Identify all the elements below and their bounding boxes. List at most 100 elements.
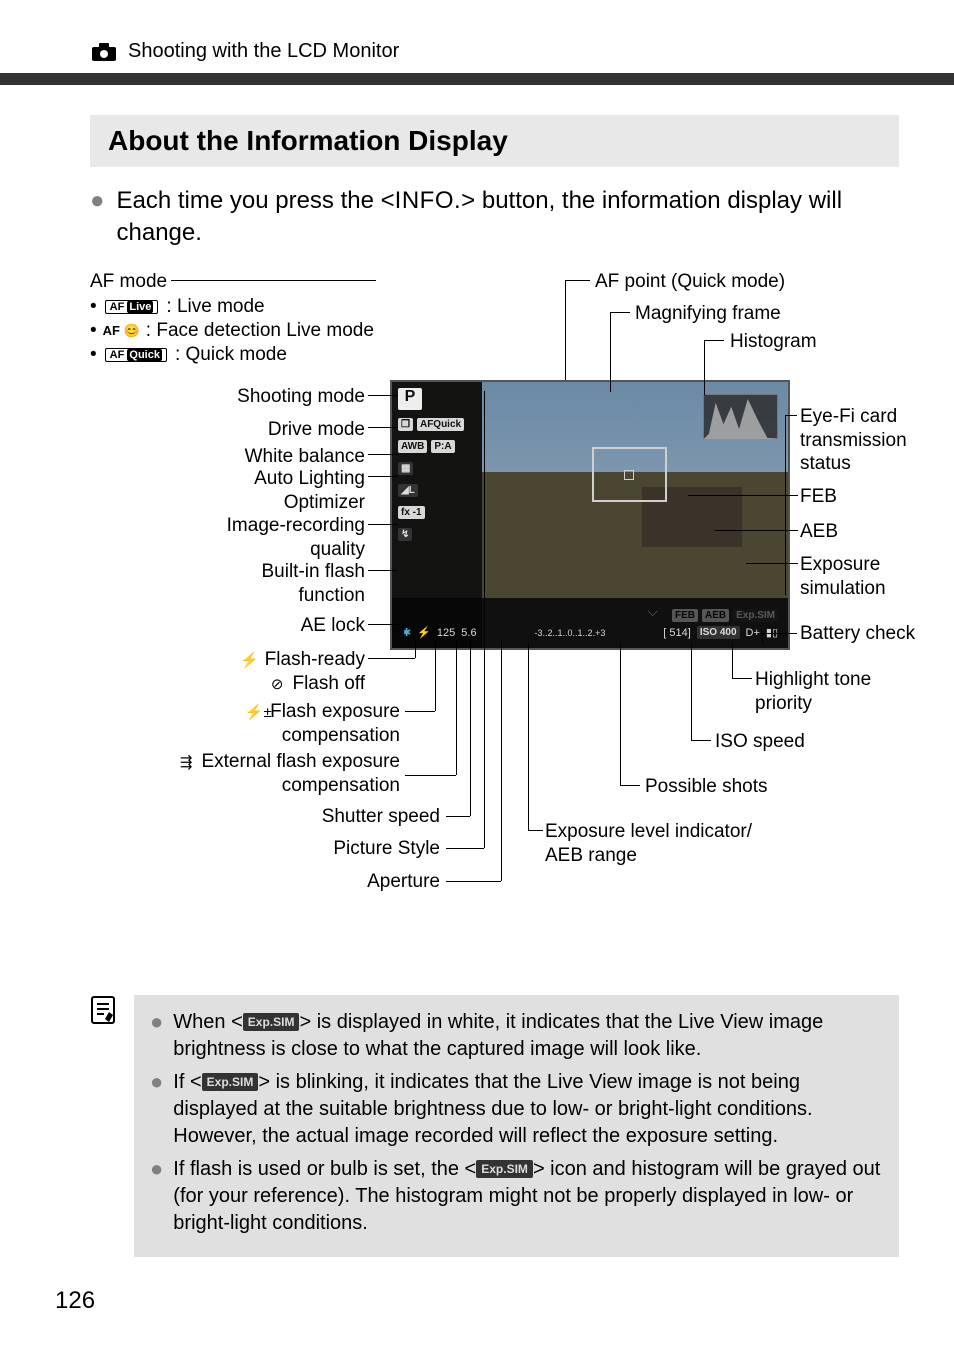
ae-lock-label: AE lock bbox=[90, 614, 365, 638]
leader-line bbox=[368, 427, 398, 428]
leader-line bbox=[368, 624, 403, 625]
notes-body: ● When <Exp.SIM> is displayed in white, … bbox=[134, 995, 899, 1257]
flash-ready-bolt: ⚡ bbox=[417, 626, 431, 639]
flash-off-icon: ⊘ bbox=[267, 676, 287, 695]
leader-line bbox=[456, 640, 457, 775]
af-mode-heading: AF mode bbox=[90, 270, 167, 294]
notes-icon bbox=[90, 995, 116, 1257]
leader-line bbox=[368, 395, 398, 396]
leader-line bbox=[565, 280, 566, 380]
shooting-mode-label: Shooting mode bbox=[90, 385, 365, 409]
note-text-3: If flash is used or bulb is set, the <Ex… bbox=[173, 1156, 883, 1237]
white-balance-label: White balance bbox=[90, 445, 365, 469]
aeb-label: AEB bbox=[800, 520, 838, 544]
leader-line bbox=[528, 830, 543, 831]
afquick-chip: AFQuick bbox=[417, 418, 464, 431]
aperture-val: 5.6 bbox=[461, 627, 476, 639]
dplus-val: D+ bbox=[746, 627, 760, 639]
alo-label: Auto LightingOptimizer bbox=[90, 467, 365, 515]
leader-line bbox=[715, 530, 798, 531]
af-point-box bbox=[624, 470, 634, 480]
expsim-icon: Exp.SIM bbox=[476, 1160, 533, 1178]
leader-line bbox=[368, 570, 398, 571]
leader-line bbox=[501, 640, 502, 881]
leader-line bbox=[470, 640, 471, 816]
note-text-1: When <Exp.SIM> is displayed in white, it… bbox=[173, 1009, 883, 1063]
highlight-label: Highlight tonepriority bbox=[755, 668, 871, 716]
af-mode-item: •AF Quick: Quick mode bbox=[90, 344, 374, 366]
bullet-icon: ● bbox=[150, 1069, 163, 1150]
histogram-label: Histogram bbox=[730, 330, 817, 354]
mag-frame-label: Magnifying frame bbox=[635, 302, 781, 326]
af-item-label-2: : Quick mode bbox=[175, 344, 287, 366]
fec-icon: ⚡± bbox=[245, 704, 265, 723]
shots-label: Possible shots bbox=[645, 775, 768, 799]
leader-line bbox=[368, 476, 398, 477]
note-item: ● If flash is used or bulb is set, the <… bbox=[150, 1156, 883, 1237]
expsim-label: Exposuresimulation bbox=[800, 553, 886, 601]
feb-label: FEB bbox=[800, 485, 837, 509]
awb-chip: AWB bbox=[398, 440, 427, 453]
ext-flash-icon: ⇶ bbox=[176, 754, 196, 773]
leader-line bbox=[691, 740, 711, 741]
alo-chip: ▦ bbox=[398, 462, 413, 475]
note-item: ● If <Exp.SIM> is blinking, it indicates… bbox=[150, 1069, 883, 1150]
header-title: Shooting with the LCD Monitor bbox=[128, 40, 399, 63]
af-mode-item: •AF 😊: Face detection Live mode bbox=[90, 320, 374, 342]
bottom-info-row: ✱ ⚡ 125 5.6 -3..2..1..0..1..2.+3 [ 514] … bbox=[402, 624, 778, 642]
iso-val: ISO 400 bbox=[697, 626, 740, 639]
leader-line bbox=[620, 785, 640, 786]
fec-label: ⚡± Flash exposurecompensation bbox=[90, 700, 400, 748]
leader-line bbox=[368, 454, 398, 455]
leader-line bbox=[171, 280, 376, 281]
leader-line bbox=[785, 415, 797, 416]
note-item: ● When <Exp.SIM> is displayed in white, … bbox=[150, 1009, 883, 1063]
aperture-label: Aperture bbox=[90, 870, 440, 894]
info-button-label: INFO. bbox=[395, 187, 462, 214]
drive-mode-label: Drive mode bbox=[90, 418, 365, 442]
page-number: 126 bbox=[55, 1287, 95, 1315]
leader-line bbox=[528, 643, 529, 830]
leader-line bbox=[368, 524, 398, 525]
intro-text: Each time you press the <INFO.> button, … bbox=[117, 185, 900, 250]
ev-label: Exposure level indicator/AEB range bbox=[545, 820, 752, 868]
note-text-2: If <Exp.SIM> is blinking, it indicates t… bbox=[173, 1069, 883, 1150]
leader-line bbox=[446, 816, 470, 817]
leader-line bbox=[704, 340, 705, 395]
leader-line bbox=[610, 312, 630, 313]
notes-section: ● When <Exp.SIM> is displayed in white, … bbox=[90, 995, 899, 1257]
leader-line bbox=[762, 633, 797, 634]
leader-line bbox=[435, 640, 436, 711]
leader-line bbox=[415, 640, 416, 658]
intro-paragraph: ● Each time you press the <INFO.> button… bbox=[90, 185, 899, 250]
leader-line bbox=[620, 643, 621, 785]
expsim-icon: Exp.SIM bbox=[202, 1073, 259, 1091]
af-item-label-0: : Live mode bbox=[166, 296, 264, 318]
shooting-mode-badge: P bbox=[398, 388, 422, 410]
header-separator bbox=[0, 73, 954, 85]
af-mode-item: •AF Live: Live mode bbox=[90, 296, 374, 318]
bullet-icon: ● bbox=[150, 1156, 163, 1237]
leader-line bbox=[446, 848, 484, 849]
fec-chip: fx -1 bbox=[398, 506, 425, 519]
shots-val: [ 514] bbox=[663, 627, 691, 639]
quality-chip: ◢L bbox=[398, 484, 418, 497]
af-item-label-1: : Face detection Live mode bbox=[146, 320, 374, 342]
leader-line bbox=[785, 415, 786, 595]
leader-line bbox=[746, 563, 798, 564]
histogram-overlay bbox=[703, 394, 778, 439]
ev-scale: -3..2..1..0..1..2.+3 bbox=[483, 628, 658, 638]
leader-line bbox=[732, 678, 752, 679]
page-header: Shooting with the LCD Monitor bbox=[90, 40, 899, 63]
leader-line bbox=[691, 643, 692, 740]
bif-label: Built-in flashfunction bbox=[90, 560, 365, 608]
flash-func-chip: ↯ bbox=[398, 528, 412, 541]
leader-line bbox=[704, 340, 724, 341]
af-point-label: AF point (Quick mode) bbox=[595, 270, 785, 294]
leader-line bbox=[405, 711, 435, 712]
leader-line bbox=[405, 775, 456, 776]
eyefi-label: Eye-Fi cardtransmissionstatus bbox=[800, 405, 907, 476]
shutter-val: 125 bbox=[437, 627, 455, 639]
pstyle-label: Picture Style bbox=[90, 837, 440, 861]
leader-line bbox=[610, 312, 611, 392]
